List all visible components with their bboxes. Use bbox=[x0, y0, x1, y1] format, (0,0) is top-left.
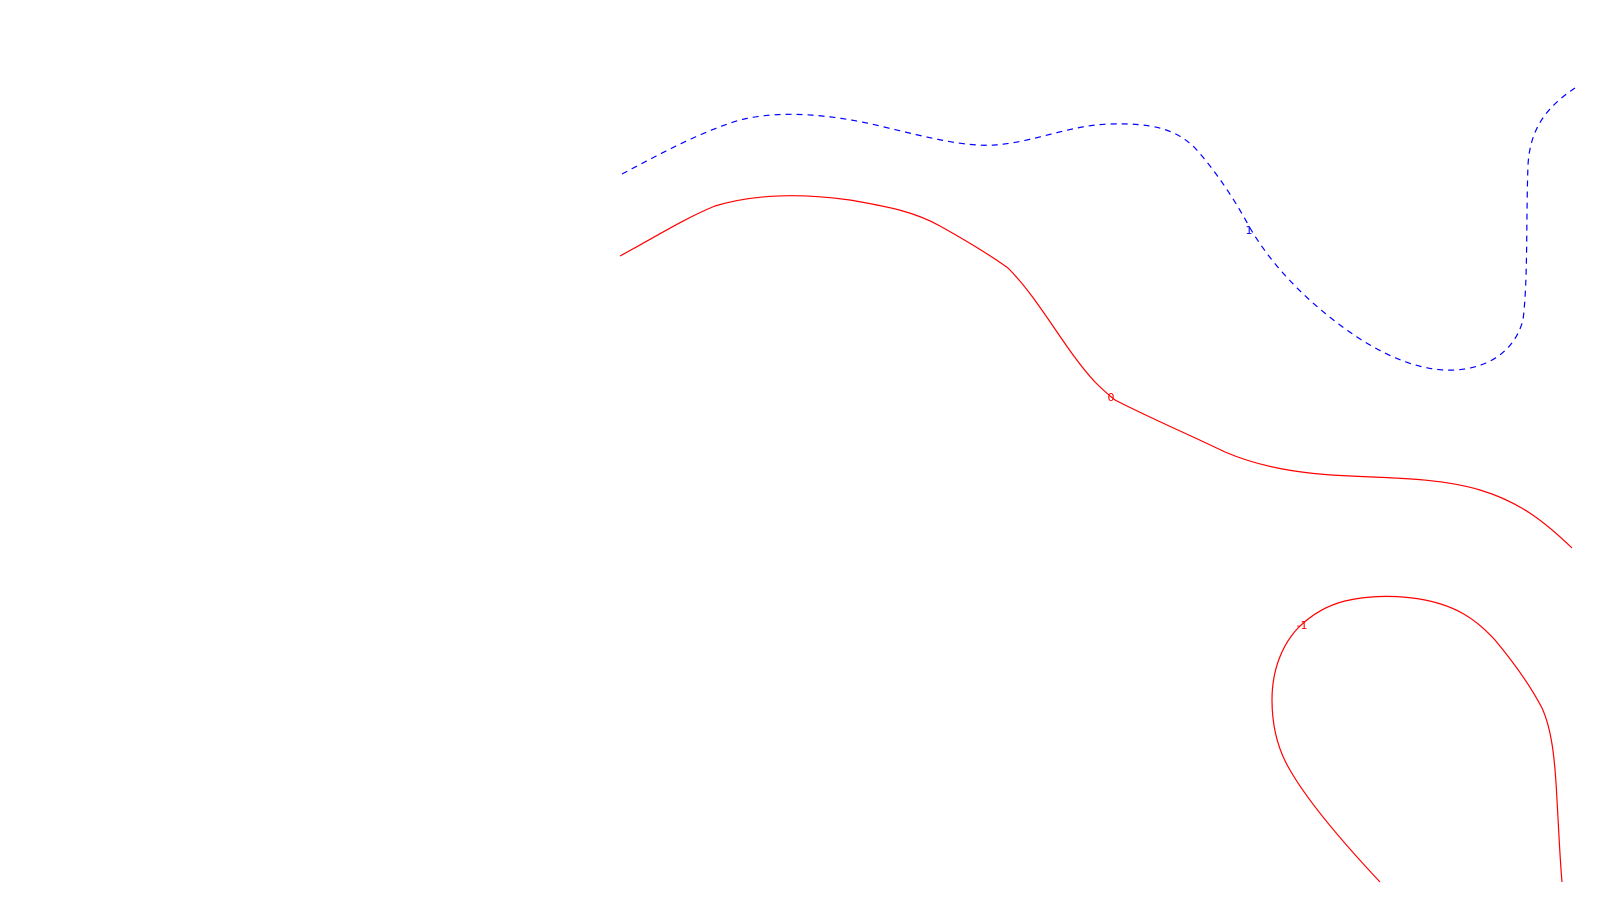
contour-label-0: 0 bbox=[1108, 391, 1115, 404]
contour-label-neg1: -1 bbox=[1297, 619, 1308, 632]
contour-line-neg1 bbox=[1271, 595, 1563, 883]
contour-line-0 bbox=[619, 195, 1573, 549]
contour-label-1: 1 bbox=[1246, 224, 1253, 237]
contour-line-1 bbox=[621, 87, 1576, 371]
